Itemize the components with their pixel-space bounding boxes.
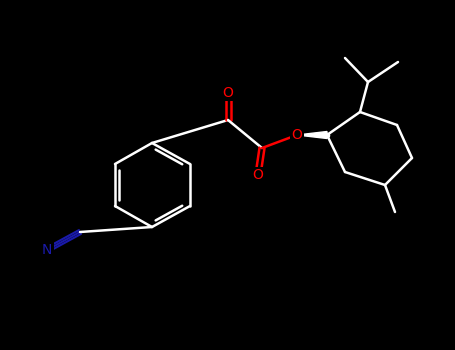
Text: O: O: [222, 86, 233, 100]
Text: N: N: [42, 243, 52, 257]
Polygon shape: [297, 132, 327, 139]
Text: O: O: [253, 168, 263, 182]
Text: O: O: [292, 128, 303, 142]
